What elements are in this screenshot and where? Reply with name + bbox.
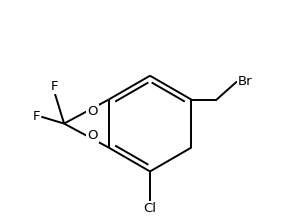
Text: Br: Br: [238, 75, 253, 88]
Text: O: O: [88, 129, 98, 142]
Text: F: F: [33, 110, 40, 123]
Text: F: F: [51, 80, 59, 93]
Text: O: O: [88, 105, 98, 118]
Text: Cl: Cl: [143, 202, 157, 215]
